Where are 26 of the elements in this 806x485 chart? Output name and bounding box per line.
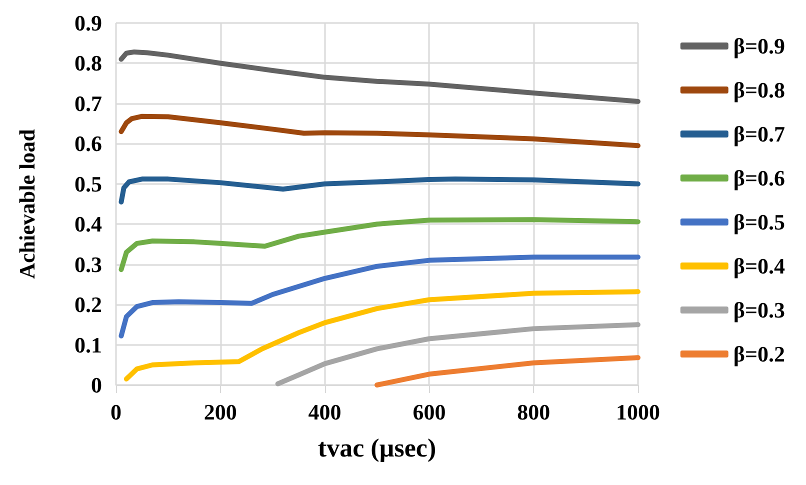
legend-label: β=0.3 xyxy=(733,298,786,322)
y-tick-label: 0.4 xyxy=(74,212,102,237)
y-axis-title: Achievable load xyxy=(14,129,40,279)
x-axis-title: tvac (µsec) xyxy=(318,434,436,462)
legend-label: β=0.4 xyxy=(733,254,786,278)
x-tick-label: 200 xyxy=(204,400,237,424)
x-tick-label: 1000 xyxy=(616,400,660,424)
y-tick-label: 0.9 xyxy=(74,10,102,36)
legend-label: β=0.5 xyxy=(733,210,786,234)
legend-label: β=0.6 xyxy=(733,166,786,190)
y-tick-label: 0 xyxy=(91,372,102,398)
y-tick-label: 0.6 xyxy=(74,131,102,156)
y-tick-label: 0.2 xyxy=(74,292,102,318)
y-tick-label: 0.1 xyxy=(74,332,102,358)
x-tick-label: 800 xyxy=(517,400,550,424)
legend-label: β=0.2 xyxy=(733,342,786,366)
y-tick-label: 0.5 xyxy=(74,171,102,196)
y-tick-label: 0.7 xyxy=(74,90,102,116)
y-tick-label: 0.8 xyxy=(74,50,102,76)
legend-label: β=0.7 xyxy=(733,122,786,146)
y-tick-label: 0.3 xyxy=(74,252,102,277)
legend-label: β=0.9 xyxy=(733,34,786,58)
x-tick-label: 600 xyxy=(412,400,446,424)
x-tick-label: 400 xyxy=(308,400,342,424)
x-tick-label: 0 xyxy=(110,400,122,424)
legend-label: β=0.8 xyxy=(733,78,786,102)
